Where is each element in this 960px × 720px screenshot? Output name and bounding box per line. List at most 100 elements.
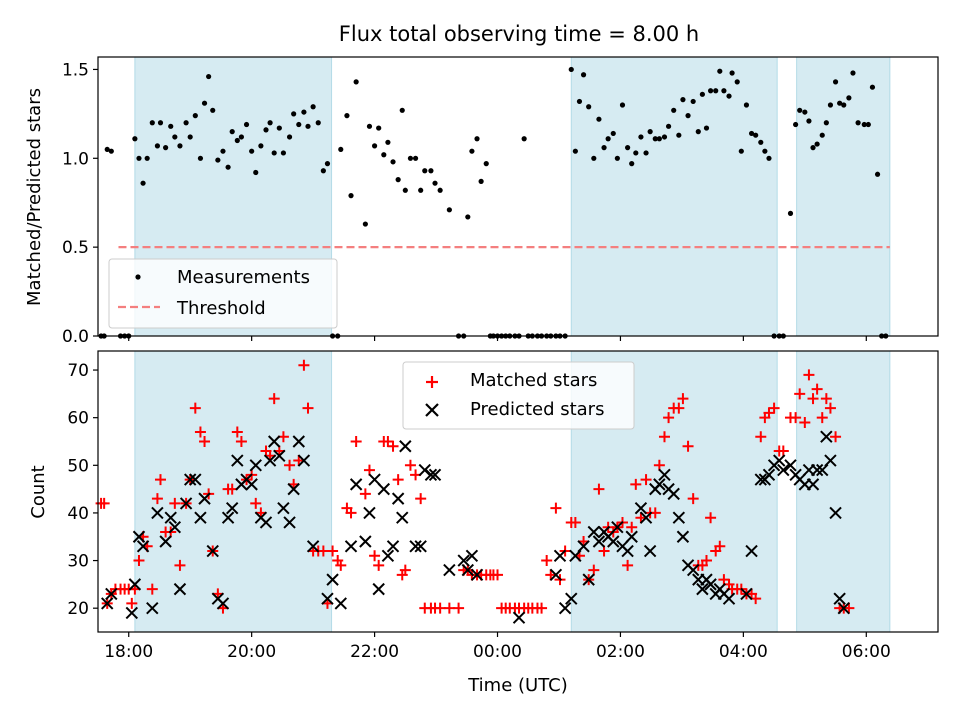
matched-stars-point [640,474,652,486]
predicted-stars-point [558,601,572,615]
predicted-stars-point [249,459,262,472]
bottom-legend-box [402,361,635,430]
predicted-stars-point [672,511,686,524]
predicted-stars-point [762,468,776,482]
measurement-point [850,70,856,76]
predicted-stars-point [414,540,427,553]
measurement-point [399,107,405,113]
matched-stars-series [95,359,855,614]
matched-stars-point [373,559,385,571]
measurement-point [656,136,662,142]
predicted-stars-point [267,435,281,448]
measurement-point [596,116,602,122]
x-tick-label: 06:00 [842,642,891,662]
predicted-stars-point [837,601,850,615]
y-tick-label: 60 [67,409,89,429]
predicted-stars-point [704,578,717,591]
matched-stars-point [399,564,411,576]
matched-stars-point [350,435,362,447]
measurement-point [407,155,414,161]
measurement-point [690,98,696,105]
x-tick-label: 18:00 [104,642,153,662]
predicted-stars-point [377,482,391,496]
predicted-stars-point [461,563,475,577]
predicted-stars-point [833,592,846,605]
predicted-stars-point [457,554,470,567]
measurement-point [568,66,574,73]
measurement-point [210,107,216,113]
matched-stars-point [682,440,694,452]
measurement-point [638,134,644,140]
matched-stars-point [777,445,789,457]
predicted-stars-point [386,540,400,553]
measurement-point [823,120,829,126]
predicted-stars-point [592,535,606,548]
predicted-stars-point [587,525,601,539]
matched-stars-point [250,497,262,509]
measurement-point [483,161,489,167]
measurement-point [652,136,658,142]
predicted-stars-point [639,511,653,524]
measurement-point [168,123,174,129]
y-tick-label: 20 [67,599,89,619]
measurement-point [320,168,326,174]
measurement-point [280,150,287,156]
matched-stars-point [98,497,110,509]
matched-stars-point [799,416,811,428]
measurement-point [671,107,677,113]
predicted-stars-point [745,544,758,558]
predicted-stars-point [287,482,300,496]
y-tick-label: 30 [67,552,89,572]
measurement-point [729,70,735,76]
matched-stars-point [622,559,634,571]
predicted-stars-point [658,468,671,482]
measurement-point [647,129,653,135]
matched-stars-point [569,516,581,528]
matched-stars-point [404,459,416,471]
bottom-legend: Matched stars Predicted stars [402,361,635,430]
matched-stars-point [345,507,357,519]
matched-stars-point [293,455,305,467]
x-tick-label: 00:00 [473,642,522,662]
measurement-point [157,120,164,126]
measurement-point [385,139,391,145]
measurement-point [229,129,235,135]
predicted-stars-point [101,597,114,610]
top-panel: 0.0 0.5 1.0 1.5 Matched/Predicted stars Mea… [24,56,939,347]
measurement-point [183,120,189,126]
measurement-point [140,180,146,186]
measurement-point [276,125,282,131]
predicted-stars-point [198,492,211,505]
predicted-stars-point [105,587,118,601]
matched-stars-point [154,474,166,486]
predicted-stars-series [101,430,850,624]
predicted-stars-point [810,463,824,477]
measurement-point [154,143,161,149]
x-axis-label: Time (UTC) [467,675,568,696]
predicted-stars-point [653,478,666,491]
measurement-point [271,150,277,156]
matched-stars-point [146,583,158,595]
observing-interval [570,56,778,337]
matched-stars-point [302,402,314,414]
legend-matched-marker [426,376,438,388]
predicted-stars-point [625,530,638,543]
predicted-stars-point [231,454,244,467]
predicted-stars-point [696,582,709,596]
measurement-point [738,148,744,154]
measurement-point [395,177,401,183]
x-tick-label: 22:00 [350,642,399,662]
bottom-y-ticks: 20 30 40 50 60 70 [67,361,98,619]
predicted-stars-point [189,473,202,486]
measurement-point [837,100,843,106]
predicted-stars-point [676,530,690,543]
matched-stars-point [824,402,836,414]
predicted-stars-point [470,568,484,582]
matched-stars-point [550,502,562,514]
measurement-point [344,113,350,119]
predicted-stars-point [443,563,456,577]
measurement-point [192,113,198,119]
predicted-stars-point [206,544,219,558]
y-tick-label: 1.0 [62,149,89,169]
predicted-stars-point [754,473,767,486]
